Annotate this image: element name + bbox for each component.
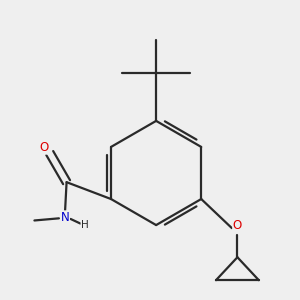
Text: H: H — [81, 220, 89, 230]
Text: N: N — [61, 211, 69, 224]
Text: O: O — [233, 219, 242, 232]
Text: O: O — [40, 141, 49, 154]
